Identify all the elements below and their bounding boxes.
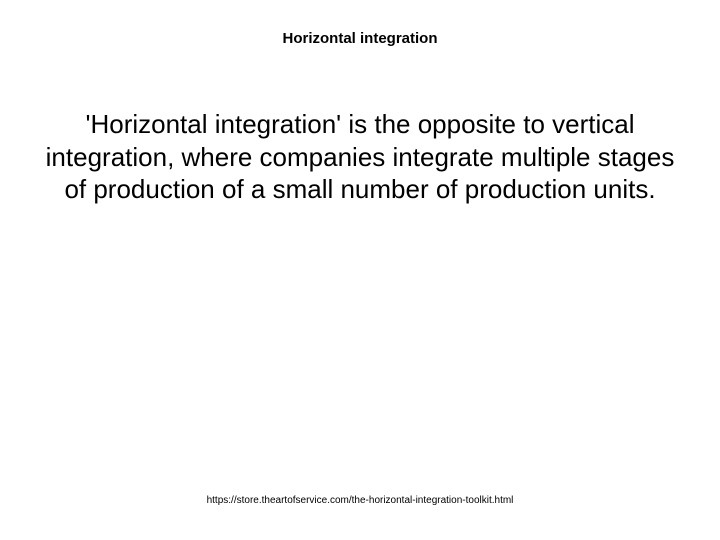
slide-title: Horizontal integration (0, 30, 720, 47)
slide-body-text: 'Horizontal integration' is the opposite… (40, 108, 680, 206)
footer-source-url: https://store.theartofservice.com/the-ho… (0, 495, 720, 506)
slide: Horizontal integration 'Horizontal integ… (0, 0, 720, 540)
